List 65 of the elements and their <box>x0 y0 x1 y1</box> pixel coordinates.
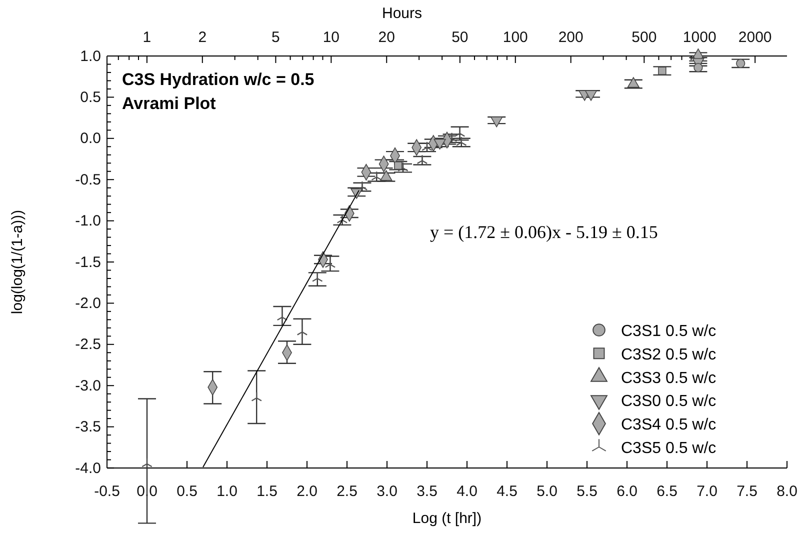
x-tick-label: 2.5 <box>336 482 358 500</box>
x2-tick-label: 200 <box>558 28 584 46</box>
x2-tick-label: 1 <box>142 28 152 46</box>
x2-tick-label: 5 <box>272 28 280 46</box>
x2-tick-label: 500 <box>632 28 657 46</box>
x2-tick-label: 2000 <box>738 28 772 46</box>
x2-tick-label: 20 <box>378 28 395 46</box>
point <box>324 258 336 268</box>
x2-tick-label: 50 <box>452 28 468 46</box>
x-tick-label: -0.5 <box>94 482 120 500</box>
x-tick-label: 6.5 <box>656 482 678 500</box>
x-tick-label: 5.0 <box>536 482 558 500</box>
point <box>251 392 262 402</box>
x-tick-label: 4.0 <box>456 482 478 500</box>
text: C3S Hydration w/c = 0.5 <box>122 70 314 89</box>
x2-tick-label: 2 <box>198 28 207 46</box>
legend-label: C3S4 0.5 w/c <box>621 416 716 434</box>
legend-label: C3S2 0.5 w/c <box>621 346 716 364</box>
annotation: y = (1.72 ± 0.06)x - 5.19 ± 0.15 <box>430 222 658 242</box>
x-tick-label: 5.5 <box>576 482 598 500</box>
y-tick-label: -4.0 <box>75 460 101 477</box>
point <box>142 458 152 468</box>
point <box>398 162 408 172</box>
y-tick-label: -2.5 <box>75 336 101 354</box>
x2-tick-label: 10 <box>322 28 340 46</box>
x-tick-label: 3.5 <box>416 482 438 500</box>
x-tick-label: 6.0 <box>616 482 638 500</box>
y-axis-title: log(log(1/(1-a))) <box>9 210 26 314</box>
x-tick-label: 1.5 <box>256 482 278 500</box>
point <box>694 62 703 72</box>
y-tick-label: -3.5 <box>75 418 101 436</box>
legend-label: C3S5 0.5 w/c <box>621 440 716 457</box>
x-tick-label: 0.5 <box>176 482 198 500</box>
x2-tick-label: 1000 <box>682 28 716 46</box>
y-tick-label: -3.0 <box>75 377 101 394</box>
legend-label: C3S1 0.5 w/c <box>621 323 716 340</box>
y-tick-label: -1.5 <box>75 254 101 271</box>
point <box>627 77 640 88</box>
point <box>416 154 428 164</box>
y-tick-label: -1.0 <box>75 212 101 230</box>
x-tick-label: 1.0 <box>216 482 238 500</box>
x-tick-label: 7.0 <box>696 482 718 500</box>
y-tick-label: -2.0 <box>75 295 101 312</box>
x2-axis-title: Hours <box>382 5 422 22</box>
x-tick-label: 8.0 <box>776 482 798 500</box>
point <box>736 58 746 68</box>
text: Avrami Plot <box>122 94 216 113</box>
x-tick-label: 4.5 <box>496 482 518 500</box>
x-tick-label: 7.5 <box>736 482 758 500</box>
point <box>394 161 402 170</box>
y-tick-label: 0.0 <box>80 130 101 148</box>
x-axis-title: Log (t [hr]) <box>412 510 482 527</box>
x-tick-label: 3.0 <box>376 482 398 500</box>
point <box>296 326 308 336</box>
point <box>658 66 666 75</box>
legend-label: C3S0 0.5 w/c <box>621 393 716 410</box>
y-tick-label: 0.5 <box>80 89 101 106</box>
point <box>454 127 466 137</box>
x-tick-label: 2.0 <box>296 482 318 500</box>
y-tick-label: -0.5 <box>75 171 101 188</box>
point <box>276 311 288 321</box>
x2-tick-label: 100 <box>502 28 528 46</box>
legend-label: C3S3 0.5 w/c <box>621 370 716 387</box>
point <box>312 272 323 282</box>
y-tick-label: 1.0 <box>80 48 101 65</box>
